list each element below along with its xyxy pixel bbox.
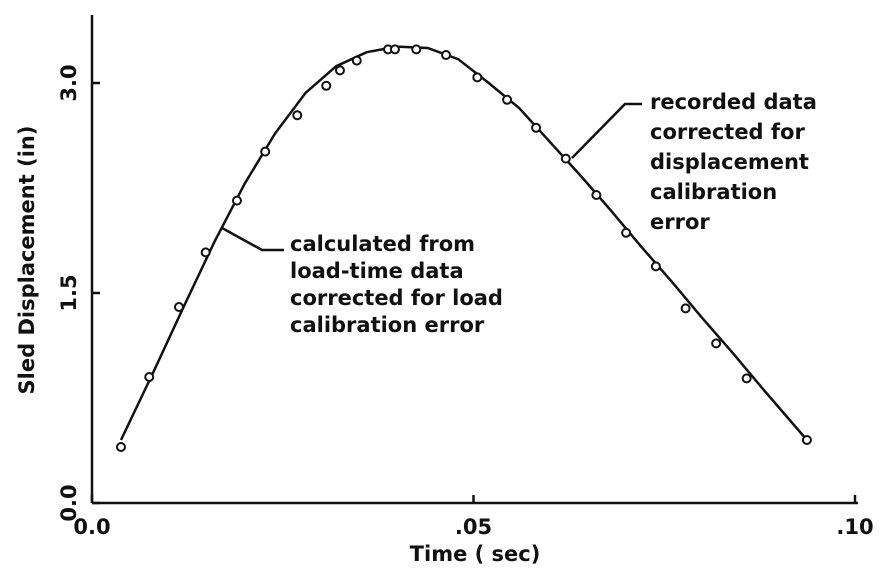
- annotation: displacement: [650, 150, 809, 174]
- data-point: [621, 227, 632, 238]
- y-tick-label: 3.0: [57, 64, 81, 101]
- annotation: recorded data: [650, 90, 817, 114]
- data-point: [231, 195, 242, 206]
- annotation: calibration error: [290, 313, 485, 337]
- data-point: [531, 122, 542, 133]
- data-point: [115, 442, 126, 452]
- data-point: [560, 153, 571, 164]
- data-point: [741, 373, 752, 384]
- data-point: [502, 94, 513, 105]
- y-tick-label: 0.0: [57, 484, 81, 521]
- x-axis-label: Time ( sec): [410, 542, 541, 566]
- annotation: calibration: [650, 180, 777, 204]
- annotation: load-time data: [290, 259, 464, 283]
- data-point: [334, 65, 345, 76]
- data-point: [650, 261, 661, 272]
- data-point: [292, 110, 303, 121]
- data-point: [801, 435, 812, 445]
- data-point: [472, 72, 483, 83]
- annotation: corrected for: [650, 120, 805, 144]
- y-axis-label: Sled Displacement (in): [15, 126, 39, 395]
- data-point: [200, 247, 211, 258]
- data-point: [591, 190, 602, 200]
- annotation: error: [650, 210, 710, 234]
- data-point: [321, 80, 332, 91]
- data-point: [389, 44, 400, 55]
- x-tick-label: .10: [836, 515, 873, 539]
- data-point: [144, 372, 155, 382]
- data-point: [351, 55, 362, 66]
- data-point: [680, 303, 691, 314]
- data-point: [173, 302, 184, 312]
- data-point: [441, 50, 452, 60]
- data-point: [411, 44, 422, 55]
- data-point: [711, 338, 722, 349]
- y-tick-label: 1.5: [57, 274, 81, 311]
- x-tick-label: .05: [455, 515, 492, 539]
- leader-line: [571, 102, 642, 159]
- x-tick-label: 0.0: [73, 515, 110, 539]
- annotation: corrected for load: [290, 286, 503, 310]
- leader-line: [221, 226, 284, 252]
- annotation: calculated from: [290, 232, 475, 256]
- data-point: [260, 146, 271, 157]
